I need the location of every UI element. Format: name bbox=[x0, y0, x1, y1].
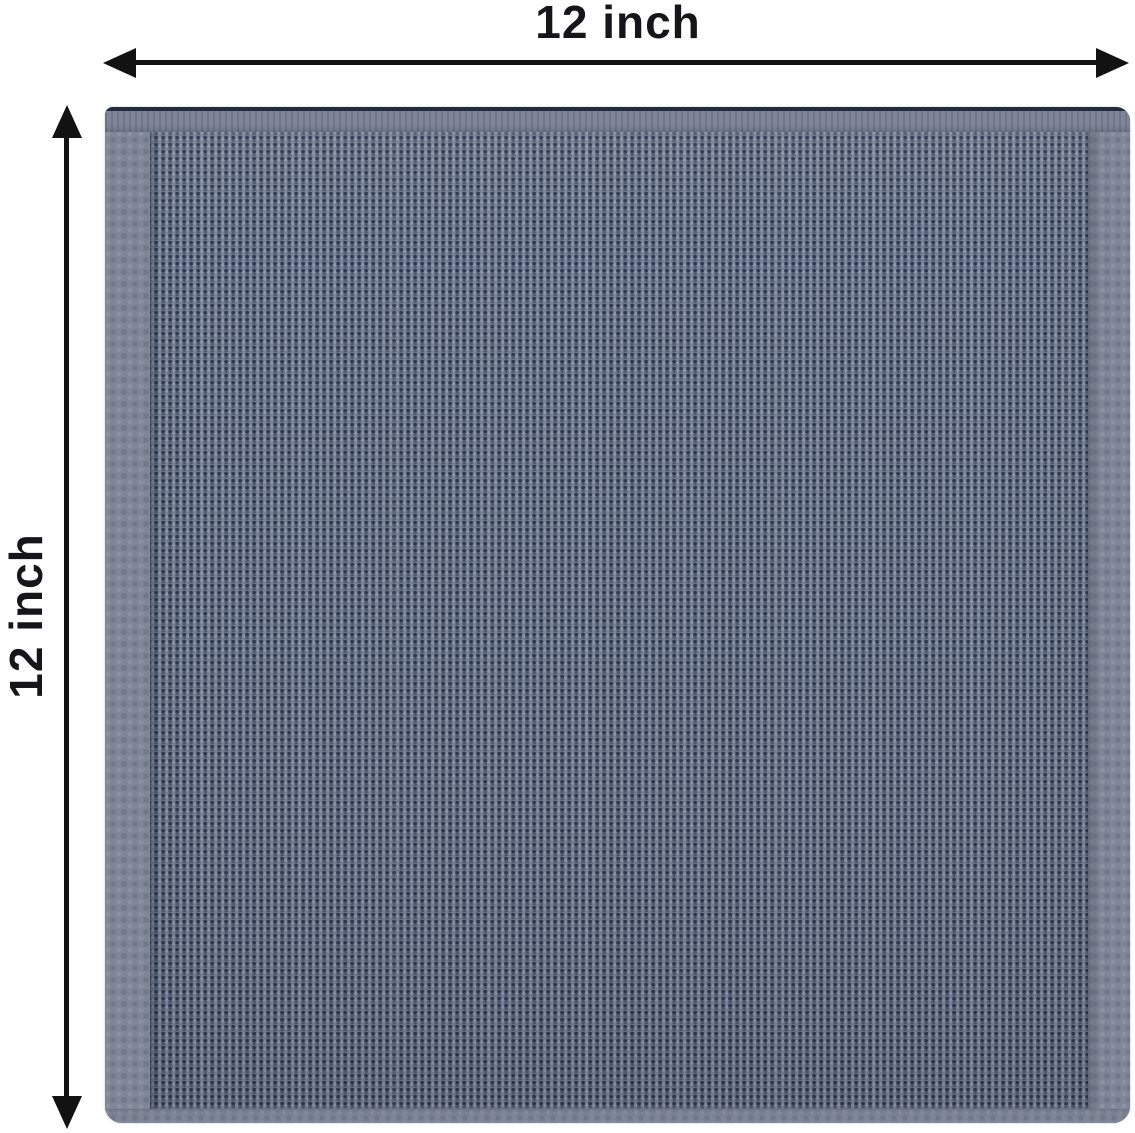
width-dimension-arrow bbox=[103, 47, 1129, 79]
selvage-right-edge bbox=[1088, 107, 1130, 1123]
width-arrow-shaft bbox=[125, 60, 1107, 65]
height-dimension-arrow bbox=[51, 105, 83, 1129]
towel-photo bbox=[105, 107, 1130, 1123]
selvage-left-edge bbox=[105, 107, 150, 1123]
arrowhead-down-icon bbox=[52, 1096, 82, 1129]
hem-top-edge bbox=[105, 107, 1130, 132]
height-dimension-label: 12 inch bbox=[0, 533, 52, 699]
fabric-shading bbox=[105, 107, 1130, 1123]
selvage-crease bbox=[150, 107, 162, 1123]
hem-bottom-edge bbox=[105, 1109, 1130, 1123]
height-arrow-shaft bbox=[64, 127, 69, 1107]
arrowhead-right-icon bbox=[1096, 48, 1129, 78]
width-dimension-label: 12 inch bbox=[535, 0, 701, 48]
